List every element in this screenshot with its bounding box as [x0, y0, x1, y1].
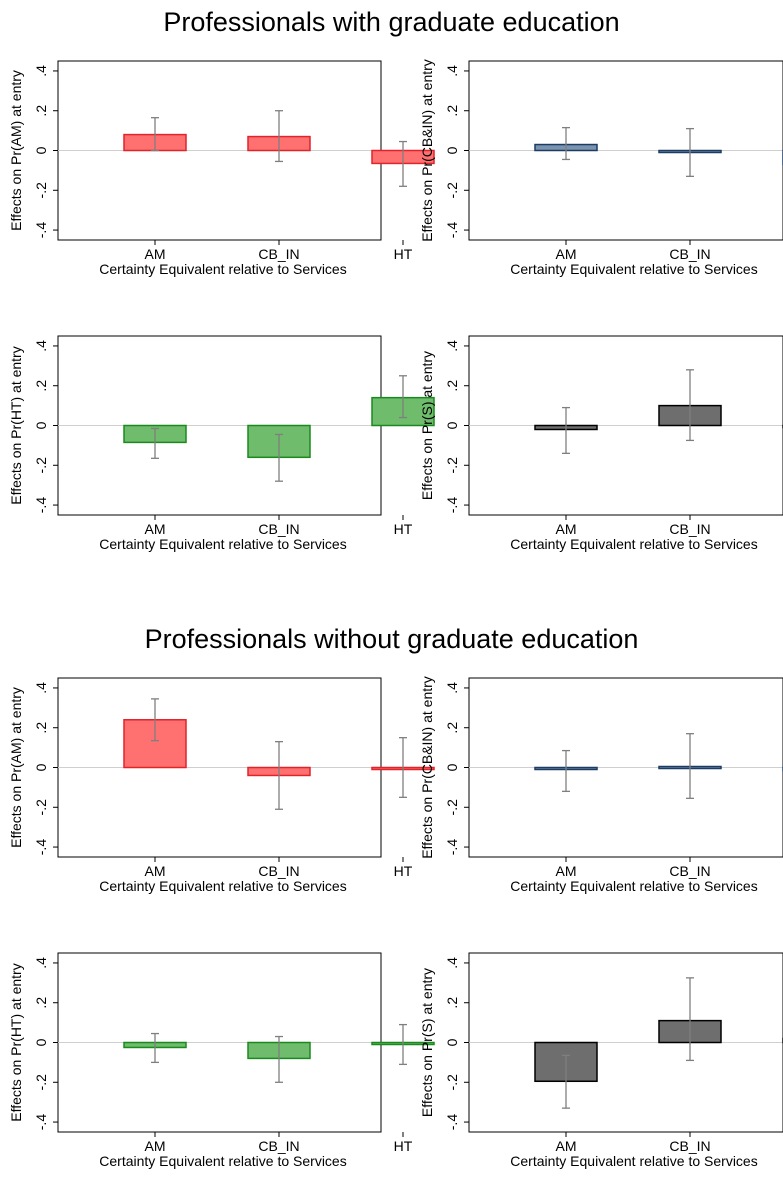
- y-tick-label: -.4: [444, 222, 460, 239]
- y-tick-label: .2: [33, 997, 49, 1009]
- x-tick-label: AM: [556, 863, 577, 879]
- y-tick-label: 0: [33, 421, 49, 429]
- x-tick-label: CB_IN: [669, 863, 710, 879]
- x-axis-label: Certainty Equivalent relative to Service…: [99, 878, 346, 894]
- chart-panel-8: -.4 -.2 0 .2 .4 Effects on Pr(S) at entry AM CB…: [419, 952, 783, 1169]
- y-tick-label: .2: [444, 380, 460, 392]
- y-tick-label: -.4: [33, 1114, 49, 1131]
- chart-panel-4: -.4 -.2 0 .2 .4 Effects on Pr(S) at entry AM CB…: [419, 335, 783, 552]
- y-tick-label: -.4: [33, 497, 49, 514]
- section-title-non-graduate: Professionals without graduate education: [144, 624, 639, 654]
- y-axis-label: Effects on Pr(CB&IN) at entry: [419, 59, 435, 242]
- y-tick-label: .4: [444, 682, 460, 694]
- y-tick-label: -.2: [33, 182, 49, 199]
- x-axis-label: Certainty Equivalent relative to Service…: [99, 1153, 346, 1169]
- x-tick-label: AM: [556, 521, 577, 537]
- y-tick-label: -.4: [444, 1114, 460, 1131]
- x-tick-label: AM: [556, 1138, 577, 1154]
- y-tick-label: -.2: [33, 457, 49, 474]
- x-axis-label: Certainty Equivalent relative to Service…: [99, 536, 346, 552]
- y-tick-label: .4: [33, 682, 49, 694]
- y-tick-label: -.2: [444, 799, 460, 816]
- x-tick-label: HT: [394, 1138, 413, 1154]
- section-title-graduate: Professionals with graduate education: [163, 7, 620, 37]
- x-tick-label: AM: [145, 863, 166, 879]
- y-tick-label: .4: [444, 340, 460, 352]
- y-tick-label: -.2: [33, 1074, 49, 1091]
- y-axis-label: Effects on Pr(HT) at entry: [8, 963, 24, 1121]
- y-tick-label: 0: [444, 421, 460, 429]
- chart-panel-6: -.4 -.2 0 .2 .4 Effects on Pr(CB&IN) at entry…: [419, 676, 783, 894]
- x-tick-label: HT: [394, 246, 413, 262]
- x-tick-label: CB_IN: [258, 246, 299, 262]
- x-axis-label: Certainty Equivalent relative to Service…: [510, 878, 757, 894]
- y-tick-label: 0: [444, 763, 460, 771]
- y-tick-label: -.4: [444, 839, 460, 856]
- x-tick-label: AM: [145, 1138, 166, 1154]
- y-tick-label: .2: [444, 997, 460, 1009]
- y-axis-label: Effects on Pr(CB&IN) at entry: [419, 676, 435, 859]
- y-tick-label: 0: [33, 146, 49, 154]
- y-tick-label: -.4: [33, 839, 49, 856]
- y-tick-label: .4: [33, 957, 49, 969]
- x-tick-label: CB_IN: [669, 521, 710, 537]
- y-tick-label: .4: [33, 65, 49, 77]
- x-tick-label: CB_IN: [669, 246, 710, 262]
- y-tick-label: .4: [444, 957, 460, 969]
- y-axis-label: Effects on Pr(AM) at entry: [8, 70, 24, 231]
- y-tick-label: -.2: [444, 1074, 460, 1091]
- chart-panel-2: -.4 -.2 0 .2 .4 Effects on Pr(CB&IN) at entry…: [419, 59, 783, 277]
- y-tick-label: .2: [33, 722, 49, 734]
- y-tick-label: 0: [33, 1038, 49, 1046]
- y-tick-label: .4: [444, 65, 460, 77]
- y-tick-label: .2: [444, 722, 460, 734]
- y-axis-label: Effects on Pr(S) at entry: [419, 968, 435, 1117]
- y-axis-label: Effects on Pr(AM) at entry: [8, 687, 24, 848]
- y-tick-label: -.2: [444, 182, 460, 199]
- x-tick-label: CB_IN: [669, 1138, 710, 1154]
- x-axis-label: Certainty Equivalent relative to Service…: [510, 261, 757, 277]
- y-tick-label: -.4: [444, 497, 460, 514]
- y-axis-label: Effects on Pr(HT) at entry: [8, 346, 24, 504]
- x-tick-label: AM: [145, 521, 166, 537]
- y-tick-label: -.2: [444, 457, 460, 474]
- y-tick-label: .2: [33, 380, 49, 392]
- x-tick-label: CB_IN: [258, 1138, 299, 1154]
- y-tick-label: .4: [33, 340, 49, 352]
- x-tick-label: HT: [394, 521, 413, 537]
- y-tick-label: .2: [444, 105, 460, 117]
- x-axis-label: Certainty Equivalent relative to Service…: [99, 261, 346, 277]
- y-axis-label: Effects on Pr(S) at entry: [419, 351, 435, 500]
- x-tick-label: CB_IN: [258, 521, 299, 537]
- y-tick-label: 0: [33, 763, 49, 771]
- y-tick-label: -.2: [33, 799, 49, 816]
- x-tick-label: AM: [145, 246, 166, 262]
- x-axis-label: Certainty Equivalent relative to Service…: [510, 1153, 757, 1169]
- x-tick-label: HT: [394, 863, 413, 879]
- y-tick-label: .2: [33, 105, 49, 117]
- x-axis-label: Certainty Equivalent relative to Service…: [510, 536, 757, 552]
- x-tick-label: CB_IN: [258, 863, 299, 879]
- y-tick-label: 0: [444, 1038, 460, 1046]
- y-tick-label: -.4: [33, 222, 49, 239]
- x-tick-label: AM: [556, 246, 577, 262]
- y-tick-label: 0: [444, 146, 460, 154]
